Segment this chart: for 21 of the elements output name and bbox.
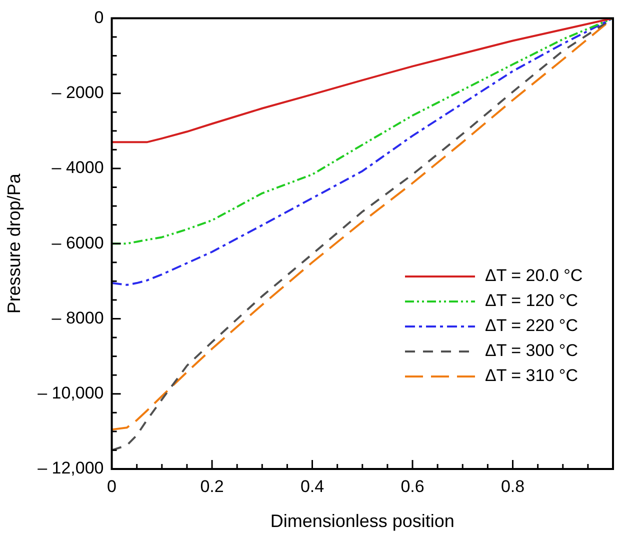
legend-label: ΔT = 300 °C: [485, 341, 578, 360]
legend-label: ΔT = 220 °C: [485, 316, 578, 336]
x-tick-label: 0.4: [300, 476, 324, 496]
y-tick-label: – 6000: [52, 233, 104, 252]
line-series: [112, 18, 613, 245]
y-tick-label: – 10,000: [38, 384, 104, 403]
y-tick-label: – 2000: [52, 83, 104, 102]
legend-label: ΔT = 20.0 °C: [485, 266, 583, 286]
y-tick-label: – 12,000: [38, 458, 104, 478]
x-tick-label: 0.8: [500, 476, 525, 496]
y-tick-label: – 4000: [52, 158, 104, 178]
legend-label: ΔT = 120 °C: [485, 291, 578, 310]
y-axis-title: Pressure drop/Pa: [4, 172, 24, 314]
legend-label: ΔT = 310 °C: [485, 366, 578, 386]
x-tick-label: 0.6: [400, 476, 424, 496]
y-tick-label: – 8000: [52, 308, 104, 328]
x-axis-title: Dimensionless position: [270, 511, 454, 532]
line-series: [112, 18, 613, 286]
y-tick-label: 0: [94, 8, 104, 27]
x-tick-label: 0.2: [200, 476, 224, 496]
x-tick-label: 0: [107, 476, 117, 496]
